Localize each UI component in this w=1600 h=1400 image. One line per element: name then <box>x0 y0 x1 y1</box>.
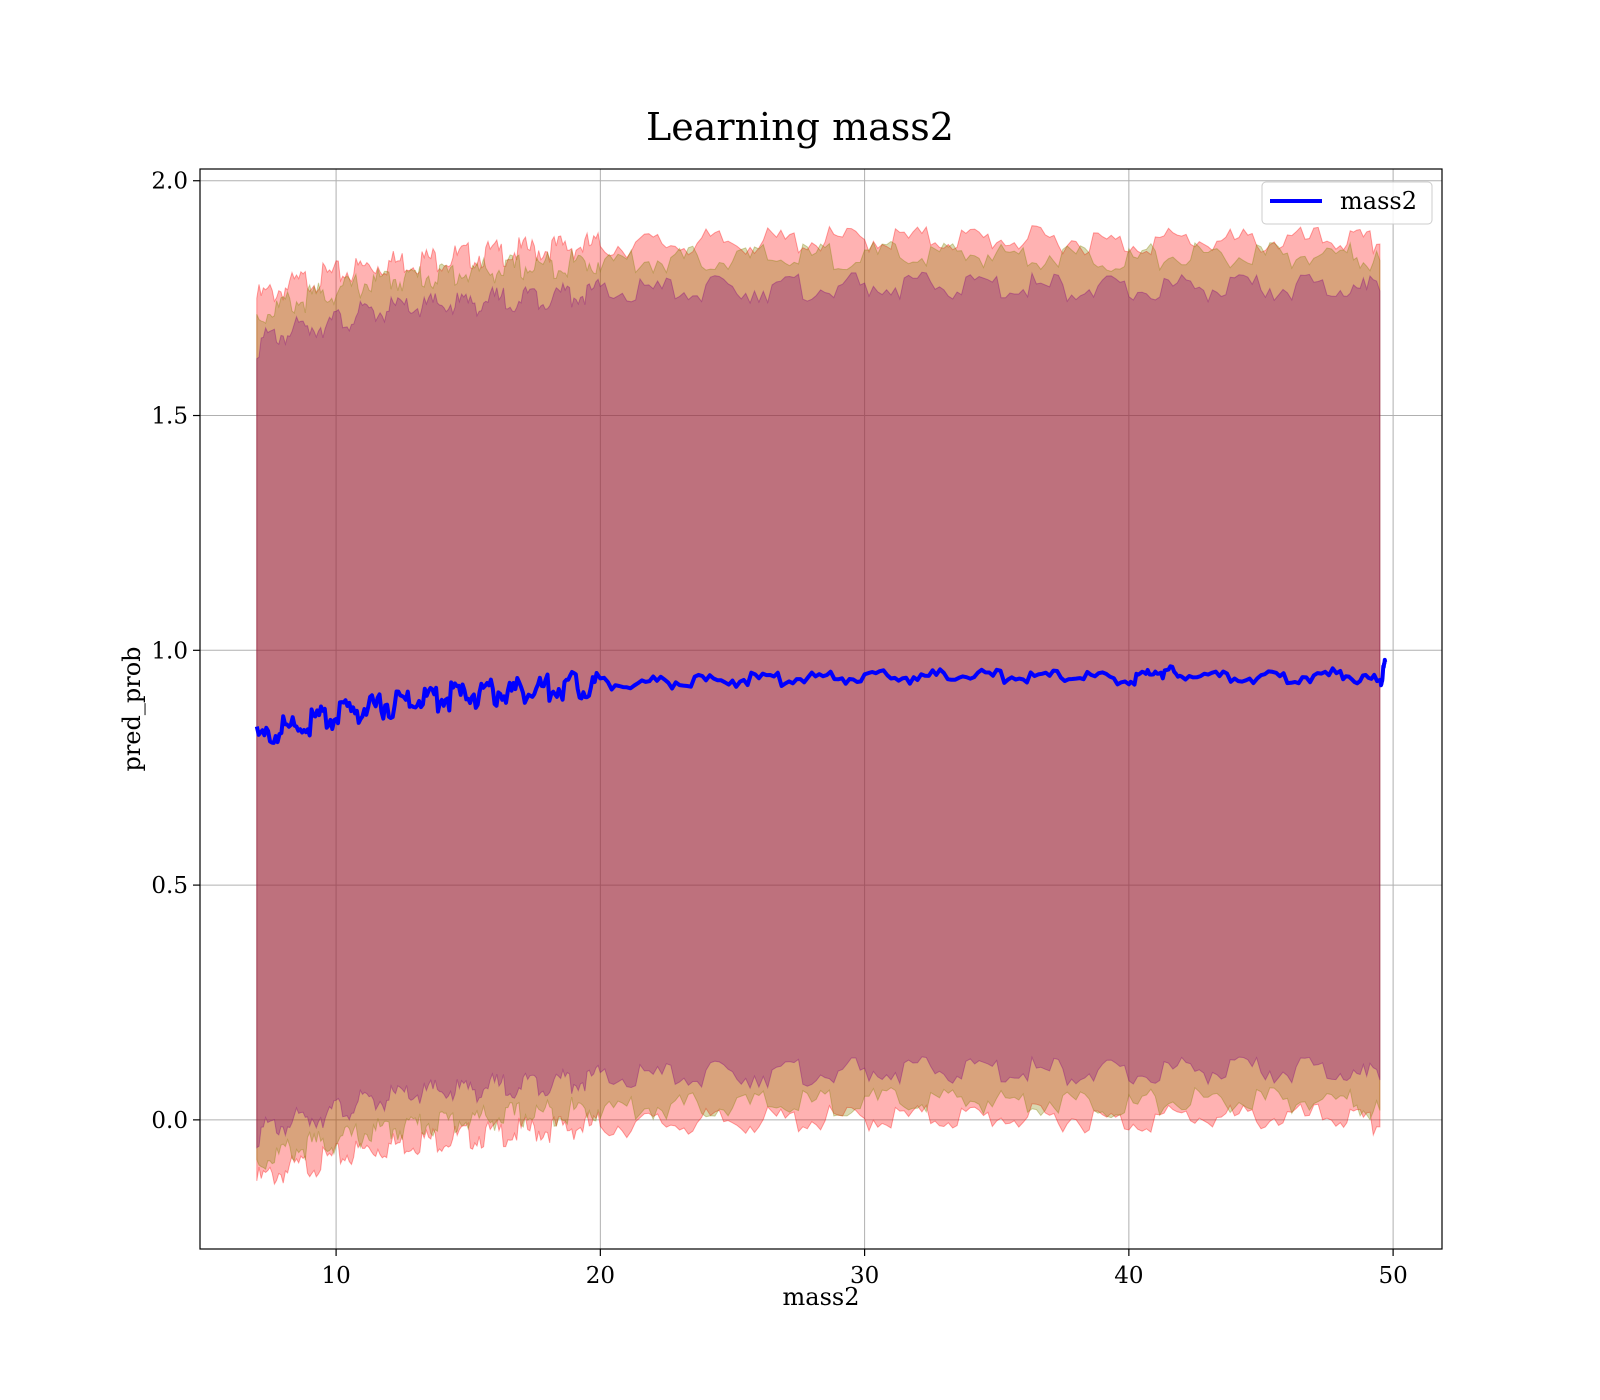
y-axis-label: pred_prob <box>118 646 146 771</box>
x-axis-label: mass2 <box>783 1283 860 1311</box>
band-outer <box>256 225 1381 1186</box>
chart-title: Learning mass2 <box>646 105 954 149</box>
series-lines <box>254 657 1388 745</box>
grid <box>200 169 1442 1249</box>
y-tick-label: 1.0 <box>151 638 188 664</box>
x-tick-label: 30 <box>850 1263 879 1289</box>
y-tick-label: 1.5 <box>151 404 188 430</box>
x-tick-label: 50 <box>1378 1263 1407 1289</box>
legend: mass2 <box>1261 181 1433 225</box>
axes-frame <box>199 168 1443 1250</box>
ticks: 10 20 30 40 50 0.0 0.5 1.0 1.5 2.0 <box>151 169 1407 1289</box>
band-middle <box>256 240 1381 1171</box>
y-tick-label: 2.0 <box>151 169 188 195</box>
y-tick-label: 0.5 <box>151 873 188 899</box>
axes-background <box>200 169 1442 1249</box>
series-line-mass2 <box>254 657 1388 745</box>
legend-label-mass2: mass2 <box>1340 187 1417 215</box>
y-tick-label: 0.0 <box>151 1108 188 1134</box>
legend-box <box>1261 181 1433 225</box>
band-inner <box>256 271 1381 1149</box>
x-tick-label: 20 <box>586 1263 615 1289</box>
confidence-bands <box>256 225 1381 1186</box>
x-tick-label: 40 <box>1114 1263 1143 1289</box>
plot-area: 10 20 30 40 50 0.0 0.5 1.0 1.5 2.0 <box>151 168 1443 1289</box>
x-tick-label: 10 <box>321 1263 350 1289</box>
